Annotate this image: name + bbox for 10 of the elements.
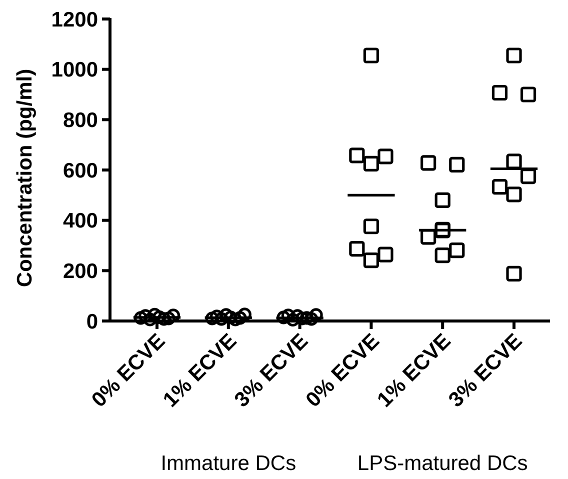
y-tick-label: 0	[86, 310, 98, 334]
y-tick-label: 800	[62, 109, 98, 132]
y-tick-label: 600	[62, 159, 98, 182]
y-tick-label: 1200	[51, 8, 98, 32]
y-tick-label: 1000	[51, 58, 98, 82]
y-tick-label: 400	[62, 210, 98, 233]
y-tick-label: 200	[62, 260, 98, 284]
y-axis-title: Concentration (pg/ml)	[13, 68, 36, 288]
text: Immature DCs	[160, 452, 296, 475]
text: LPS-matured DCs	[357, 452, 528, 475]
